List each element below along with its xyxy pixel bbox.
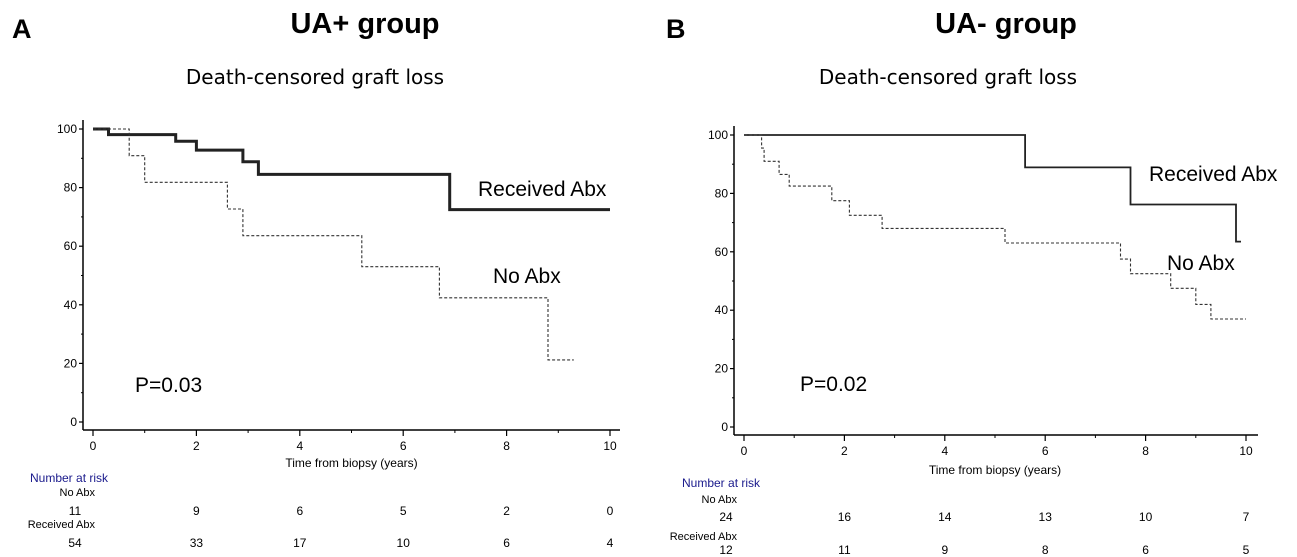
series-line-received-abx bbox=[744, 134, 1241, 243]
risk-value: 8 bbox=[1042, 543, 1049, 557]
y-tick-label: 20 bbox=[715, 362, 729, 376]
panel-a: A UA+ group Death-censored graft loss 0 2… bbox=[0, 0, 648, 557]
x-tick-label: 6 bbox=[1042, 444, 1049, 458]
y-tick-label: 80 bbox=[715, 186, 729, 200]
risk-value: 11 bbox=[838, 543, 851, 557]
risk-value: 17 bbox=[293, 536, 307, 550]
risk-value: 9 bbox=[193, 504, 200, 518]
x-tick-label: 10 bbox=[603, 439, 617, 453]
series-line-received-abx bbox=[93, 127, 610, 212]
y-tick-label: 100 bbox=[57, 122, 77, 136]
risk-value: 9 bbox=[941, 543, 948, 557]
risk-value: 10 bbox=[1139, 510, 1153, 524]
x-tick-label: 4 bbox=[296, 439, 303, 453]
y-tick-label: 0 bbox=[70, 415, 77, 429]
y-tick-label: 40 bbox=[64, 298, 78, 312]
x-tick-label: 6 bbox=[400, 439, 407, 453]
y-tick-label: 0 bbox=[721, 420, 728, 434]
p-value-annotation: P=0.03 bbox=[135, 374, 202, 397]
chart-subtitle: Death-censored graft loss bbox=[818, 65, 1078, 89]
panel-letter: B bbox=[666, 14, 686, 44]
x-tick-label: 2 bbox=[841, 444, 848, 458]
risk-value: 24 bbox=[719, 510, 733, 524]
y-tick-label: 20 bbox=[64, 356, 78, 370]
x-tick-label: 8 bbox=[503, 439, 510, 453]
series-label: No Abx bbox=[1167, 252, 1235, 275]
p-value-annotation: P=0.02 bbox=[800, 373, 867, 396]
x-tick-label: 0 bbox=[741, 444, 748, 458]
risk-value: 33 bbox=[190, 536, 204, 550]
risk-table-heading: Number at risk bbox=[682, 476, 761, 490]
risk-value: 16 bbox=[838, 510, 852, 524]
y-tick-label: 100 bbox=[708, 128, 728, 142]
group-title: UA- group bbox=[935, 8, 1077, 40]
x-tick-label: 0 bbox=[90, 439, 97, 453]
chart-subtitle: Death-censored graft loss bbox=[185, 65, 445, 89]
risk-table-heading: Number at risk bbox=[30, 471, 109, 485]
risk-row-label: No Abx bbox=[60, 487, 96, 499]
risk-row-label: No Abx bbox=[702, 494, 738, 506]
x-axis-label: Time from biopsy (years) bbox=[929, 463, 1061, 477]
risk-value: 6 bbox=[1142, 543, 1149, 557]
risk-value: 5 bbox=[1243, 543, 1250, 557]
risk-value: 13 bbox=[1039, 510, 1053, 524]
risk-value: 10 bbox=[397, 536, 411, 550]
series-label: No Abx bbox=[493, 265, 561, 288]
risk-value: 4 bbox=[607, 536, 614, 550]
y-tick-label: 80 bbox=[64, 181, 78, 195]
risk-value: 5 bbox=[400, 504, 407, 518]
series-line-no-abx bbox=[93, 128, 574, 361]
risk-value: 14 bbox=[938, 510, 952, 524]
risk-value: 12 bbox=[719, 543, 733, 557]
panel-letter: A bbox=[12, 14, 32, 44]
risk-row-label: Received Abx bbox=[28, 519, 96, 531]
risk-row-label: Received Abx bbox=[670, 531, 738, 543]
risk-value: 54 bbox=[68, 536, 82, 550]
x-tick-label: 2 bbox=[193, 439, 200, 453]
group-title: UA+ group bbox=[290, 8, 440, 40]
y-tick-label: 60 bbox=[64, 239, 78, 253]
series-line-no-abx bbox=[744, 134, 1246, 320]
x-tick-label: 4 bbox=[941, 444, 948, 458]
risk-value: 6 bbox=[503, 536, 510, 550]
panel-b: B UA- group Death-censored graft loss 0 2… bbox=[648, 0, 1297, 557]
series-label: Received Abx bbox=[1149, 163, 1278, 186]
risk-value: 0 bbox=[607, 504, 614, 518]
y-tick-label: 60 bbox=[715, 245, 729, 259]
risk-value: 11 bbox=[69, 504, 82, 518]
risk-value: 7 bbox=[1243, 510, 1250, 524]
x-axis-label: Time from biopsy (years) bbox=[285, 456, 417, 470]
x-tick-label: 8 bbox=[1142, 444, 1149, 458]
series-label: Received Abx bbox=[478, 178, 607, 201]
risk-value: 2 bbox=[503, 504, 510, 518]
risk-value: 6 bbox=[296, 504, 303, 518]
x-tick-label: 10 bbox=[1239, 444, 1253, 458]
y-tick-label: 40 bbox=[715, 303, 729, 317]
